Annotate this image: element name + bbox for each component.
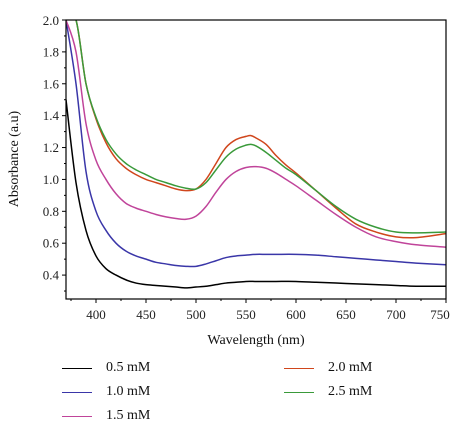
legend-item: 1.0 mM (62, 382, 150, 402)
series-line-0-5-mm (66, 99, 446, 289)
series-line-2-5-mm (66, 20, 446, 234)
series-line-1-5-mm (66, 20, 446, 248)
legend-item: 2.5 mM (284, 382, 372, 402)
legend-label: 1.5 mM (106, 408, 151, 423)
y-axis-label: Absorbance (a.u) (7, 110, 22, 207)
legend: 0.5 mM 1.0 mM 1.5 mM 2.0 mM 2.5 mM (62, 356, 462, 436)
x-tick-label: 700 (386, 307, 406, 322)
legend-label: 2.0 mM (328, 360, 373, 375)
y-axis: 0.4 0.6 0.8 1.0 1.2 1.4 1.6 1.8 2.0 (43, 13, 66, 292)
y-tick-label: 1.2 (43, 140, 59, 155)
legend-item: 0.5 mM (62, 358, 150, 378)
x-tick-label: 450 (136, 307, 156, 322)
x-tick-label: 650 (336, 307, 356, 322)
legend-label: 2.5 mM (328, 384, 373, 399)
x-tick-label: 750 (430, 307, 450, 322)
legend-swatch (62, 415, 92, 417)
x-tick-label: 400 (86, 307, 106, 322)
x-axis-label: Wavelength (nm) (207, 333, 305, 348)
y-tick-label: 0.8 (43, 204, 59, 219)
legend-swatch (62, 391, 92, 393)
legend-item: 2.0 mM (284, 358, 372, 378)
chart: 400 450 500 550 600 650 700 750 0.4 0.6 0.8 1.0 1.2… (7, 13, 450, 348)
y-tick-label: 1.6 (43, 76, 60, 91)
y-tick-label: 0.6 (43, 236, 60, 251)
legend-swatch (62, 367, 92, 369)
y-tick-label: 1.8 (43, 44, 59, 59)
series-line-1-0-mm (66, 20, 446, 268)
legend-swatch (284, 367, 314, 369)
legend-item: 1.5 mM (62, 406, 150, 426)
series-line-2-0-mm (66, 20, 446, 239)
x-tick-label: 500 (186, 307, 206, 322)
y-tick-label: 2.0 (43, 13, 59, 28)
legend-label: 0.5 mM (106, 360, 151, 375)
legend-swatch (284, 391, 314, 393)
x-axis: 400 450 500 550 600 650 700 750 (70, 299, 450, 322)
x-tick-label: 600 (286, 307, 306, 322)
plot-frame (65, 19, 447, 300)
x-tick-label: 550 (236, 307, 256, 322)
y-tick-label: 1.0 (43, 172, 59, 187)
y-tick-label: 1.4 (43, 108, 60, 123)
legend-label: 1.0 mM (106, 384, 151, 399)
series-layer (66, 20, 446, 289)
y-tick-label: 0.4 (43, 268, 60, 283)
